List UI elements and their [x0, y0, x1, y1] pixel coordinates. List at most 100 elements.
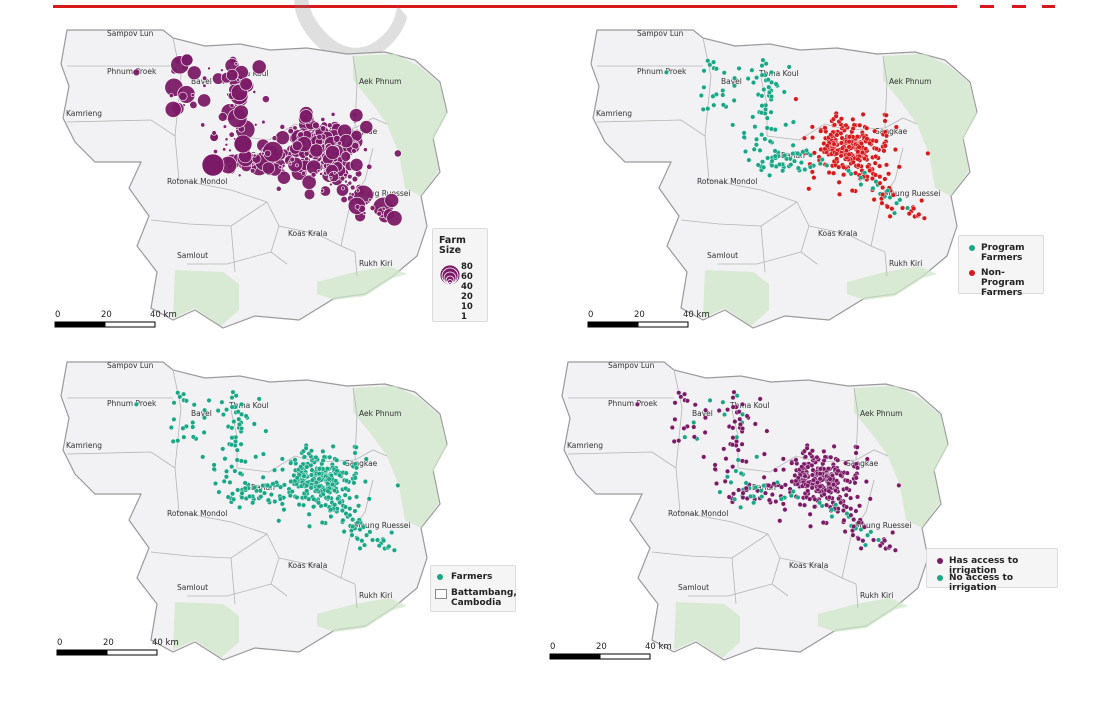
irrigated-farmer-dot — [771, 481, 777, 487]
scale-label: 20 — [101, 310, 112, 320]
irrigated-farmer-dot — [757, 396, 763, 402]
program-farmer-dot — [750, 114, 756, 120]
not-irrigated-farmer-dot — [735, 457, 741, 463]
irrigated-farmer-dot — [732, 419, 738, 425]
farmer-dot — [256, 396, 262, 402]
farmer-dot — [370, 537, 376, 543]
irrigated-farmer-dot — [857, 503, 863, 509]
non-program-farmer-dot — [919, 198, 925, 204]
farm-dot — [249, 168, 256, 174]
irrigated-farmer-dot — [802, 473, 808, 479]
farm-dot — [279, 124, 286, 130]
farmer-dot — [333, 478, 339, 484]
farmer-dot — [181, 434, 187, 440]
irrigated-farmer-dot — [752, 421, 758, 427]
non-program-farmer-dot — [828, 132, 834, 138]
farmer-dot — [175, 390, 181, 396]
legend-label: Farmers — [451, 572, 493, 582]
place-label: Thma Koul — [758, 69, 799, 78]
farmer-dot — [280, 467, 286, 473]
scale-bar-white — [599, 653, 651, 660]
scale-bar-black — [54, 321, 106, 328]
farm-dot — [278, 165, 283, 169]
farm-dot — [262, 95, 270, 103]
farmer-dot — [351, 480, 357, 486]
program-farmer-dot — [705, 58, 711, 64]
scale-label: 0 — [550, 642, 555, 652]
program-farmer-dot — [790, 119, 796, 125]
program-farmer-dot — [705, 106, 711, 112]
non-program-farmer-dot — [836, 179, 842, 185]
irrigated-farmer-dot — [855, 465, 861, 471]
forest-area — [317, 266, 407, 300]
irrigated-farmer-dot — [737, 421, 743, 427]
farm-dot — [349, 108, 364, 123]
program-farmer-dot — [753, 142, 759, 148]
irrigated-farmer-dot — [855, 536, 861, 542]
irrigated-farmer-dot — [809, 448, 815, 454]
forest-area — [353, 54, 447, 196]
scale-label: 40 km — [150, 310, 177, 320]
irrigated-farmer-dot — [804, 445, 810, 451]
not-irrigated-farmer-dot — [844, 511, 850, 517]
district-border — [651, 533, 769, 559]
irrigated-farmer-dot — [817, 483, 823, 489]
irrigated-farmer-dot — [838, 472, 844, 478]
program-farmer-dot — [764, 115, 770, 121]
non-program-farmer-dot — [873, 138, 879, 144]
non-program-farmer-dot — [839, 145, 845, 151]
irrigated-farmer-dot — [681, 425, 687, 431]
irrigated-farmer-dot — [843, 492, 849, 498]
farmer-dot — [341, 529, 347, 535]
program-farmer-dot — [759, 103, 765, 109]
farmer-dot — [307, 523, 313, 529]
irrigated-farmer-dot — [835, 468, 841, 474]
not-irrigated-farmer-dot — [761, 483, 767, 489]
farm-dot — [316, 133, 323, 140]
farmer-dot — [229, 442, 235, 448]
farm-dot — [234, 61, 238, 66]
non-program-farmer-dot — [821, 140, 827, 146]
farmer-dot — [367, 529, 373, 535]
irrigated-farmer-dot — [773, 499, 779, 505]
district-border — [596, 119, 706, 137]
farmer-dot — [239, 495, 245, 501]
program-farmer-dot — [754, 75, 760, 81]
size-label: 1 — [461, 312, 467, 322]
program-farmer-dot — [766, 89, 772, 95]
district-border — [766, 123, 848, 141]
farmer-dot — [236, 421, 242, 427]
district-border — [266, 533, 288, 597]
farmer-dot — [304, 483, 310, 489]
non-program-farmer-dot — [925, 150, 931, 156]
program-farmer-dot — [817, 161, 823, 167]
farmer-dot — [323, 502, 329, 508]
non-program-farmer-dot — [806, 186, 812, 192]
farmer-dot — [364, 532, 370, 538]
farmer-dot — [247, 493, 253, 499]
farmer-dot — [180, 425, 186, 431]
farm-dot — [316, 168, 321, 173]
irrigated-farmer-dot — [892, 547, 898, 553]
program-farmer-dot — [762, 136, 768, 142]
farmer-dot — [357, 526, 363, 532]
scale-label: 0 — [55, 310, 60, 320]
farmer-dot — [206, 397, 212, 403]
farm-dot — [319, 185, 331, 197]
farm-dot — [328, 175, 333, 180]
irrigated-farmer-dot — [740, 495, 746, 501]
farm-dot — [350, 192, 355, 197]
program-farmer-dot — [795, 165, 801, 171]
program-swatch — [969, 245, 975, 251]
irrigated-farmer-dot — [820, 520, 826, 526]
farm-dot — [384, 193, 400, 208]
district-border — [884, 251, 888, 277]
place-label: Moung Ruessei — [354, 189, 410, 198]
not-irrigated-farmer-dot — [740, 411, 746, 417]
farm-dot — [168, 93, 174, 98]
farmer-dot — [237, 470, 243, 476]
farm-dot — [207, 66, 211, 71]
program-farmer-dot — [759, 63, 765, 69]
farm-dot — [226, 68, 239, 82]
irrigated-farmer-dot — [682, 391, 688, 397]
